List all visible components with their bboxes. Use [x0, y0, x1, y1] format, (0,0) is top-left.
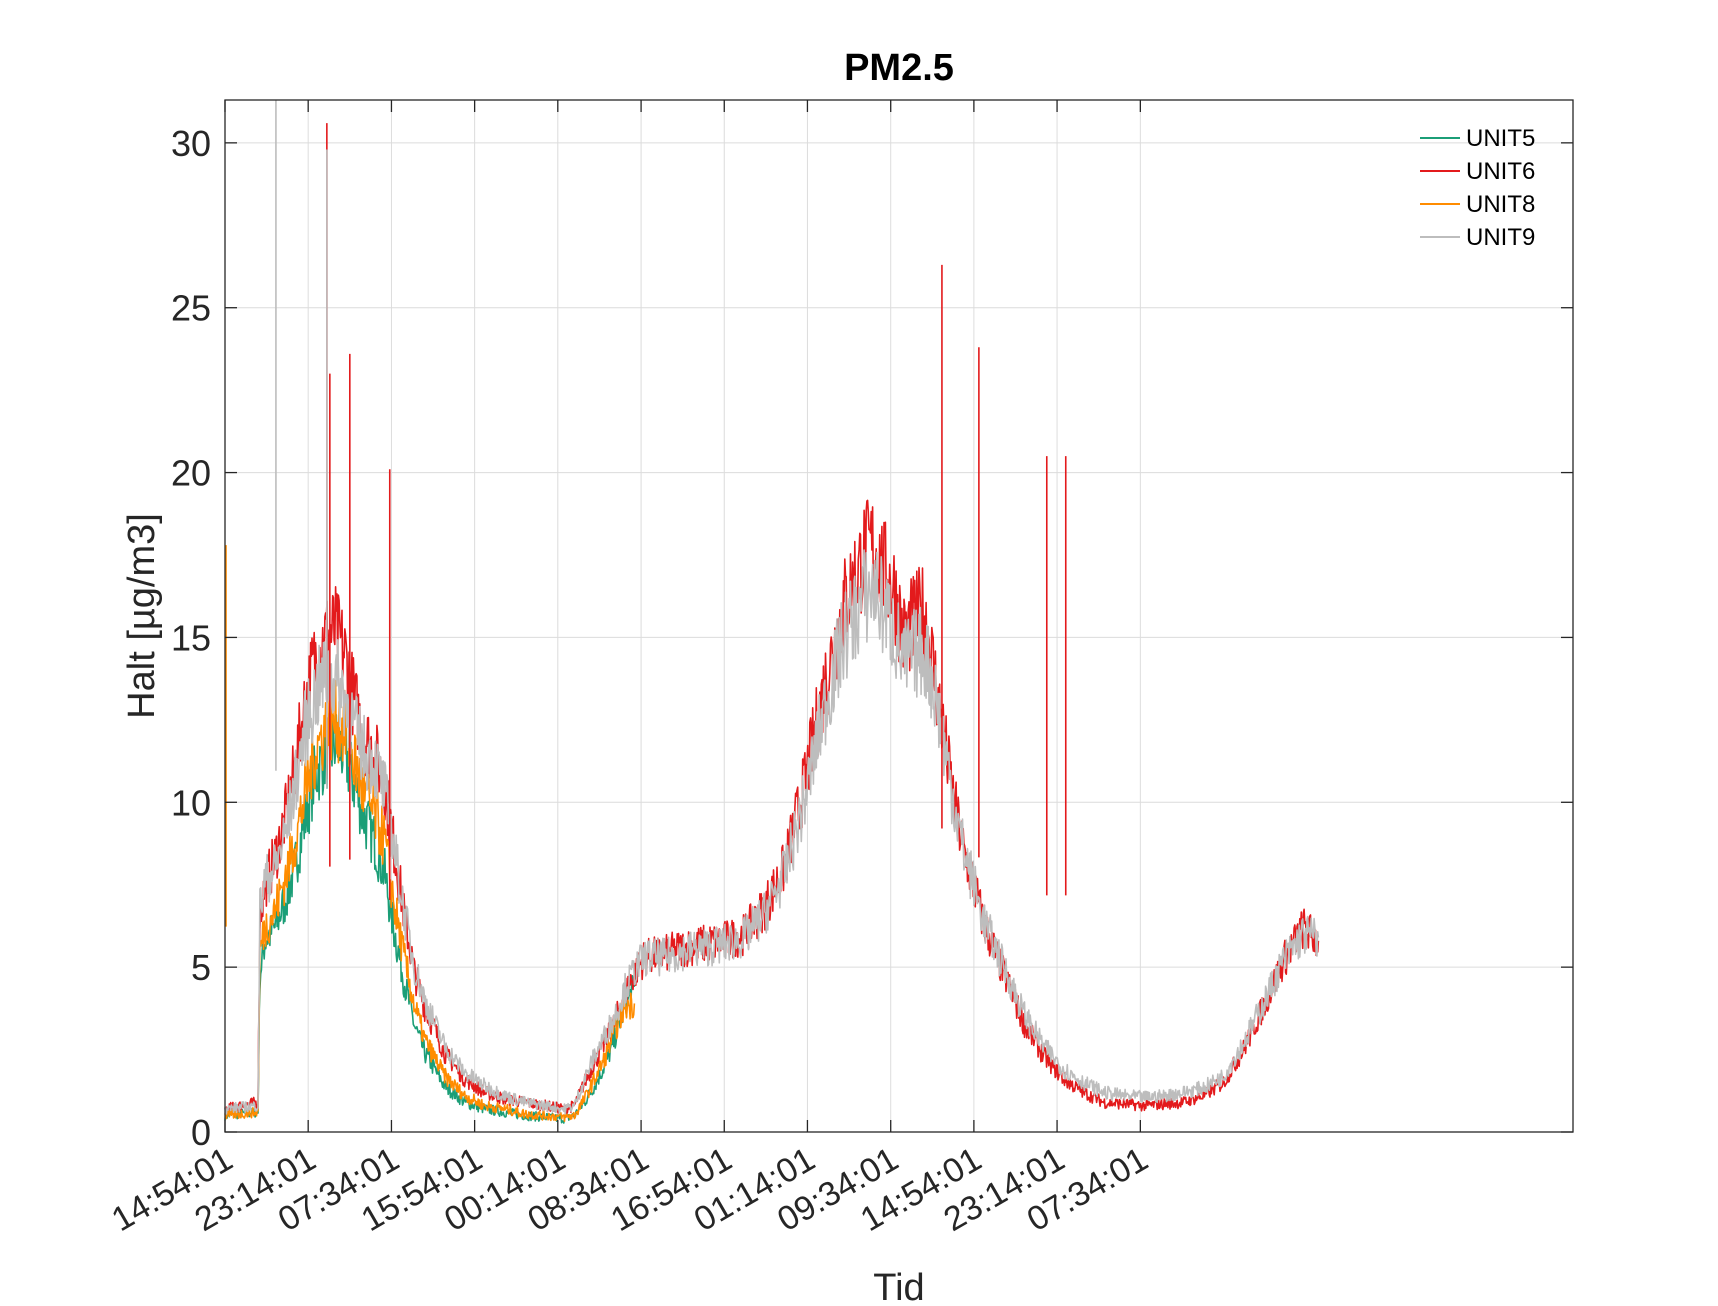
series-line-unit8 — [224, 679, 636, 1122]
y-tick-label: 10 — [171, 782, 211, 823]
chart-title: PM2.5 — [844, 47, 954, 89]
series-lines — [224, 100, 1320, 1124]
y-tick-label: 20 — [171, 453, 211, 494]
y-tick-label: 5 — [191, 947, 211, 988]
legend-label: UNIT6 — [1466, 158, 1535, 185]
x-axis-label: Tid — [873, 1267, 924, 1306]
legend-label: UNIT8 — [1466, 191, 1535, 218]
legend: UNIT5 UNIT6 UNIT8 UNIT9 — [1420, 125, 1535, 251]
y-tick-label: 25 — [171, 288, 211, 329]
legend-label: UNIT9 — [1466, 224, 1535, 251]
plot-frame — [224, 99, 1574, 1133]
y-axis-label: Halt [µg/m3] — [121, 513, 163, 719]
y-tick-label: 30 — [171, 123, 211, 164]
legend-label: UNIT5 — [1466, 125, 1535, 152]
y-tick-label: 15 — [171, 617, 211, 658]
series-line-unit9 — [224, 549, 1320, 1115]
y-tick-label: 0 — [191, 1112, 211, 1153]
